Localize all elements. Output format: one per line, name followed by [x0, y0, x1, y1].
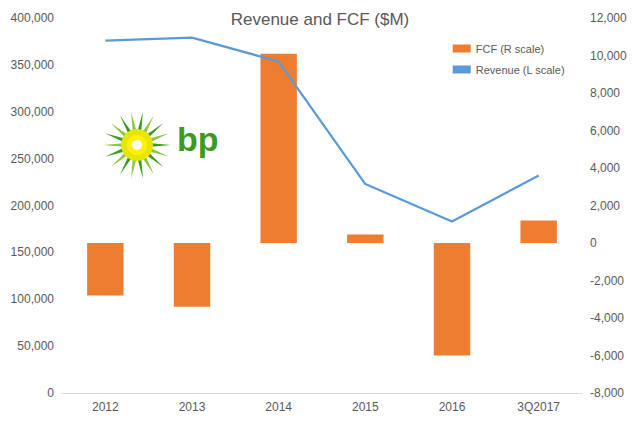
- svg-text:2015: 2015: [352, 400, 379, 414]
- svg-text:2013: 2013: [179, 400, 206, 414]
- svg-text:8,000: 8,000: [590, 86, 620, 100]
- svg-text:0: 0: [47, 386, 54, 400]
- svg-text:2014: 2014: [265, 400, 292, 414]
- svg-text:2,000: 2,000: [590, 199, 620, 213]
- svg-text:200,000: 200,000: [11, 199, 55, 213]
- svg-text:4,000: 4,000: [590, 161, 620, 175]
- svg-text:-2,000: -2,000: [590, 274, 624, 288]
- svg-text:Revenue and FCF ($M): Revenue and FCF ($M): [231, 10, 410, 29]
- svg-text:12,000: 12,000: [590, 11, 627, 25]
- svg-text:250,000: 250,000: [11, 152, 55, 166]
- svg-text:50,000: 50,000: [17, 339, 54, 353]
- svg-text:400,000: 400,000: [11, 11, 55, 25]
- svg-text:-4,000: -4,000: [590, 311, 624, 325]
- svg-text:300,000: 300,000: [11, 105, 55, 119]
- svg-text:0: 0: [590, 236, 597, 250]
- svg-text:2012: 2012: [92, 400, 119, 414]
- svg-text:350,000: 350,000: [11, 58, 55, 72]
- svg-text:FCF (R scale): FCF (R scale): [476, 43, 544, 55]
- svg-text:bp: bp: [177, 120, 219, 158]
- svg-text:10,000: 10,000: [590, 49, 627, 63]
- svg-text:-6,000: -6,000: [590, 349, 624, 363]
- svg-text:3Q2017: 3Q2017: [517, 400, 560, 414]
- svg-text:Revenue (L scale): Revenue (L scale): [476, 64, 565, 76]
- svg-text:150,000: 150,000: [11, 245, 55, 259]
- svg-text:6,000: 6,000: [590, 124, 620, 138]
- svg-text:100,000: 100,000: [11, 292, 55, 306]
- svg-text:2016: 2016: [439, 400, 466, 414]
- svg-text:-8,000: -8,000: [590, 386, 624, 400]
